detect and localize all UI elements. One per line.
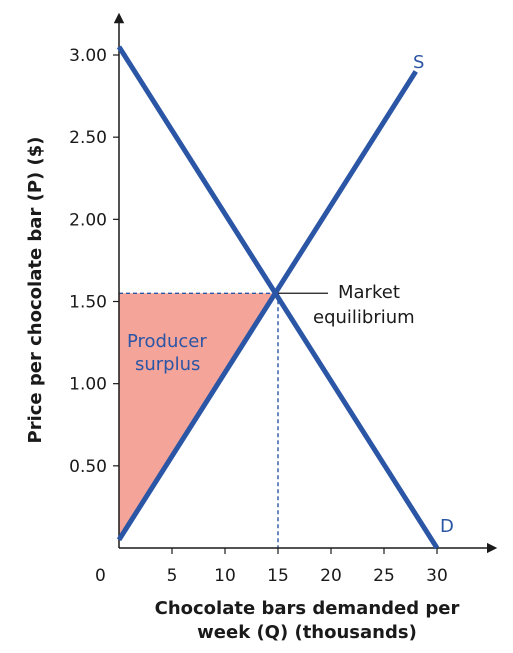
x-tick-label: 15 (267, 566, 289, 586)
producer-surplus-label-line1: Producer (127, 331, 207, 352)
equilibrium-label-line2: equilibrium (313, 307, 415, 328)
supply-curve (116, 70, 418, 542)
x-tick-label: 5 (167, 566, 178, 586)
x-axis-title-line1: Chocolate bars demanded per (155, 598, 460, 619)
demand-curve (116, 45, 440, 550)
y-tick-label: 1.50 (69, 293, 107, 313)
y-tick-label: 3.00 (69, 46, 107, 66)
x-tick-label: 10 (214, 566, 236, 586)
x-axis-ticks: 5 10 15 20 25 30 (167, 548, 448, 586)
origin-label: 0 (95, 566, 106, 586)
x-axis-title-line2: week (Q) (thousands) (197, 622, 417, 643)
producer-surplus-label-line2: surplus (135, 354, 200, 375)
y-tick-label: 0.50 (69, 457, 107, 477)
demand-curve-label: D (440, 516, 454, 537)
x-tick-label: 20 (320, 566, 342, 586)
y-tick-label: 1.00 (69, 375, 107, 395)
x-tick-label: 30 (426, 566, 448, 586)
y-tick-label: 2.50 (69, 128, 107, 148)
y-tick-label: 2.00 (69, 210, 107, 230)
y-axis-title: Price per chocolate bar (P) ($) (25, 137, 46, 444)
supply-curve-label: S (413, 52, 424, 73)
y-axis-ticks: 0.50 1.00 1.50 2.00 2.50 3.00 (69, 46, 119, 477)
x-tick-label: 25 (373, 566, 395, 586)
equilibrium-label-line1: Market (338, 282, 400, 303)
